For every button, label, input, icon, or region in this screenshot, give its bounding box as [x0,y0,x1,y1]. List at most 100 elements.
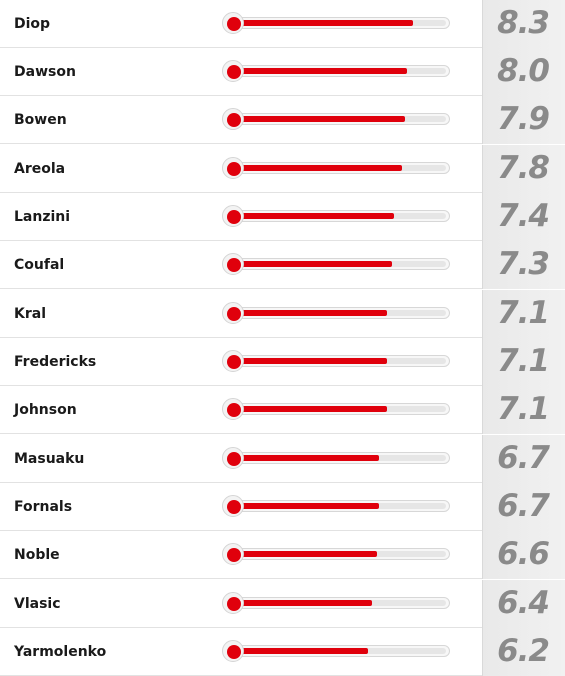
thermometer-bulb-icon [227,403,241,417]
thermometer-bulb-ring [222,640,244,662]
rating-thermometer-bar [222,592,452,614]
rating-thermometer-bar [222,398,452,420]
rating-thermometer-bar [222,60,452,82]
rating-score-cell: 6.7 [482,435,565,483]
rating-score: 7.4 [497,198,550,234]
rating-score-cell: 6.7 [482,483,565,531]
thermometer-bulb-ring [222,495,244,517]
thermometer-bulb-icon [227,307,241,321]
player-row: Masuaku 6.7 [0,435,565,483]
player-row: Lanzini 7.4 [0,193,565,241]
player-name: Coufal [14,257,65,273]
rating-thermometer-bar [222,157,452,179]
player-name: Vlasic [14,596,61,612]
rating-score-cell: 7.4 [482,193,565,241]
thermometer-bulb-icon [227,162,241,176]
rating-score-cell: 6.4 [482,580,565,628]
thermometer-bulb-ring [222,592,244,614]
rating-bar-fill [234,310,387,316]
rating-bar-fill [234,116,405,122]
rating-score: 8.3 [497,5,550,41]
thermometer-bulb-icon [227,452,241,466]
player-name: Fredericks [14,354,97,370]
rating-bar-fill [234,455,379,461]
player-name: Noble [14,547,60,563]
player-row: Bowen 7.9 [0,96,565,144]
player-name: Fornals [14,499,73,515]
player-row: Dawson 8.0 [0,48,565,96]
player-name: Bowen [14,112,67,128]
thermometer-bulb-icon [227,17,241,31]
rating-score: 6.4 [497,585,550,621]
player-name: Dawson [14,64,76,80]
thermometer-bulb-ring [222,447,244,469]
thermometer-bulb-icon [227,597,241,611]
rating-score: 6.7 [497,440,550,476]
rating-bar-fill [234,213,394,219]
player-name: Lanzini [14,209,71,225]
player-row: Noble 6.6 [0,531,565,579]
rating-thermometer-bar [222,205,452,227]
rating-score: 7.3 [497,246,550,282]
thermometer-bulb-icon [227,258,241,272]
rating-score: 7.8 [497,150,550,186]
rating-thermometer-bar [222,12,452,34]
rating-score-cell: 6.6 [482,531,565,579]
rating-thermometer-bar [222,302,452,324]
thermometer-bulb-icon [227,65,241,79]
player-row: Fornals 6.7 [0,483,565,531]
rating-score: 6.6 [497,536,550,572]
rating-bar-fill [234,261,392,267]
thermometer-bulb-ring [222,350,244,372]
rating-score-cell: 7.1 [482,290,565,338]
player-row: Johnson 7.1 [0,386,565,434]
thermometer-bulb-ring [222,302,244,324]
player-row: Areola 7.8 [0,145,565,193]
rating-thermometer-bar [222,495,452,517]
thermometer-bulb-ring [222,543,244,565]
rating-bar-fill [234,406,387,412]
player-name: Diop [14,16,51,32]
thermometer-bulb-icon [227,645,241,659]
rating-score-cell: 7.9 [482,96,565,144]
thermometer-bulb-ring [222,205,244,227]
rating-thermometer-bar [222,640,452,662]
rating-score-cell: 7.3 [482,241,565,289]
rating-bar-fill [234,600,372,606]
player-name: Yarmolenko [14,644,107,660]
thermometer-bulb-ring [222,253,244,275]
thermometer-bulb-ring [222,12,244,34]
thermometer-bulb-icon [227,355,241,369]
rating-bar-fill [234,648,368,654]
thermometer-bulb-ring [222,398,244,420]
thermometer-bulb-icon [227,548,241,562]
player-row: Diop 8.3 [0,0,565,48]
rating-score: 8.0 [497,53,550,89]
thermometer-bulb-icon [227,500,241,514]
thermometer-bulb-icon [227,113,241,127]
player-row: Vlasic 6.4 [0,580,565,628]
rating-score: 7.1 [497,343,550,379]
rating-thermometer-bar [222,543,452,565]
player-name: Areola [14,161,66,177]
thermometer-bulb-icon [227,210,241,224]
rating-score-cell: 6.2 [482,628,565,676]
player-name: Johnson [14,402,77,418]
rating-score-cell: 7.1 [482,386,565,434]
player-row: Kral 7.1 [0,290,565,338]
rating-thermometer-bar [222,108,452,130]
rating-score: 7.9 [497,101,550,137]
rating-bar-fill [234,68,407,74]
player-row: Yarmolenko 6.2 [0,628,565,676]
player-row: Fredericks 7.1 [0,338,565,386]
rating-bar-fill [234,20,413,26]
rating-score: 7.1 [497,391,550,427]
rating-score-cell: 7.1 [482,338,565,386]
player-name: Kral [14,306,46,322]
rating-bar-fill [234,551,377,557]
rating-score: 6.7 [497,488,550,524]
rating-bar-fill [234,165,402,171]
rating-score: 7.1 [497,295,550,331]
player-name: Masuaku [14,451,85,467]
rating-thermometer-bar [222,253,452,275]
